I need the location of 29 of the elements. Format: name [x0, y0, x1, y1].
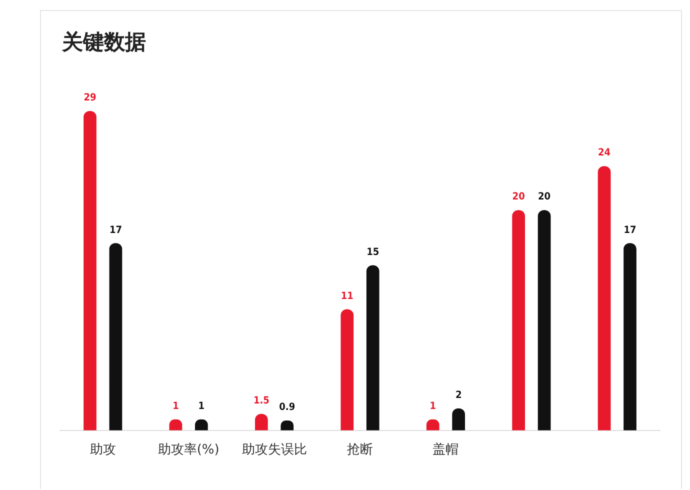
x-tick-label: 助攻失误比 — [242, 442, 307, 458]
x-tick-label: 抢断 — [347, 442, 373, 458]
bar — [598, 166, 611, 430]
data-label: 20 — [512, 192, 525, 203]
chart-title: 关键数据 — [62, 29, 146, 56]
data-label: 1 — [172, 400, 179, 412]
bar — [84, 111, 96, 430]
x-tick-label: 盖帽 — [432, 442, 459, 458]
data-label: 2 — [455, 390, 462, 401]
data-label: 0.9 — [279, 402, 296, 414]
x-tick-label: 助攻率(%) — [158, 442, 220, 458]
data-label: 17 — [109, 224, 122, 236]
data-label: 1 — [430, 400, 436, 412]
bar — [538, 210, 551, 430]
bar — [452, 408, 465, 430]
data-label: 29 — [84, 92, 96, 104]
bar — [109, 243, 122, 430]
data-label: 1 — [198, 400, 205, 412]
data-label: 1.5 — [253, 395, 270, 406]
data-label: 15 — [366, 246, 380, 258]
bar — [366, 265, 380, 430]
x-tick-label: 助攻 — [90, 442, 116, 458]
data-label: 11 — [340, 290, 354, 302]
bar — [624, 243, 636, 430]
bar — [340, 309, 354, 430]
data-label: 17 — [624, 224, 636, 236]
data-label: 24 — [598, 148, 611, 159]
bar — [512, 210, 525, 430]
data-label: 20 — [538, 192, 551, 203]
